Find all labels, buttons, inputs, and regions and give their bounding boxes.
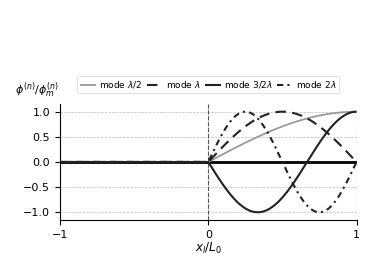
Y-axis label: $\phi^{(n)}/\phi_m^{(n)}$: $\phi^{(n)}/\phi_m^{(n)}$ [15,80,58,99]
X-axis label: $x_l/L_0$: $x_l/L_0$ [195,241,222,256]
Legend: mode $\lambda/2$, mode $\lambda$, mode $3/2\lambda$, mode $2\lambda$: mode $\lambda/2$, mode $\lambda$, mode $… [77,76,339,93]
